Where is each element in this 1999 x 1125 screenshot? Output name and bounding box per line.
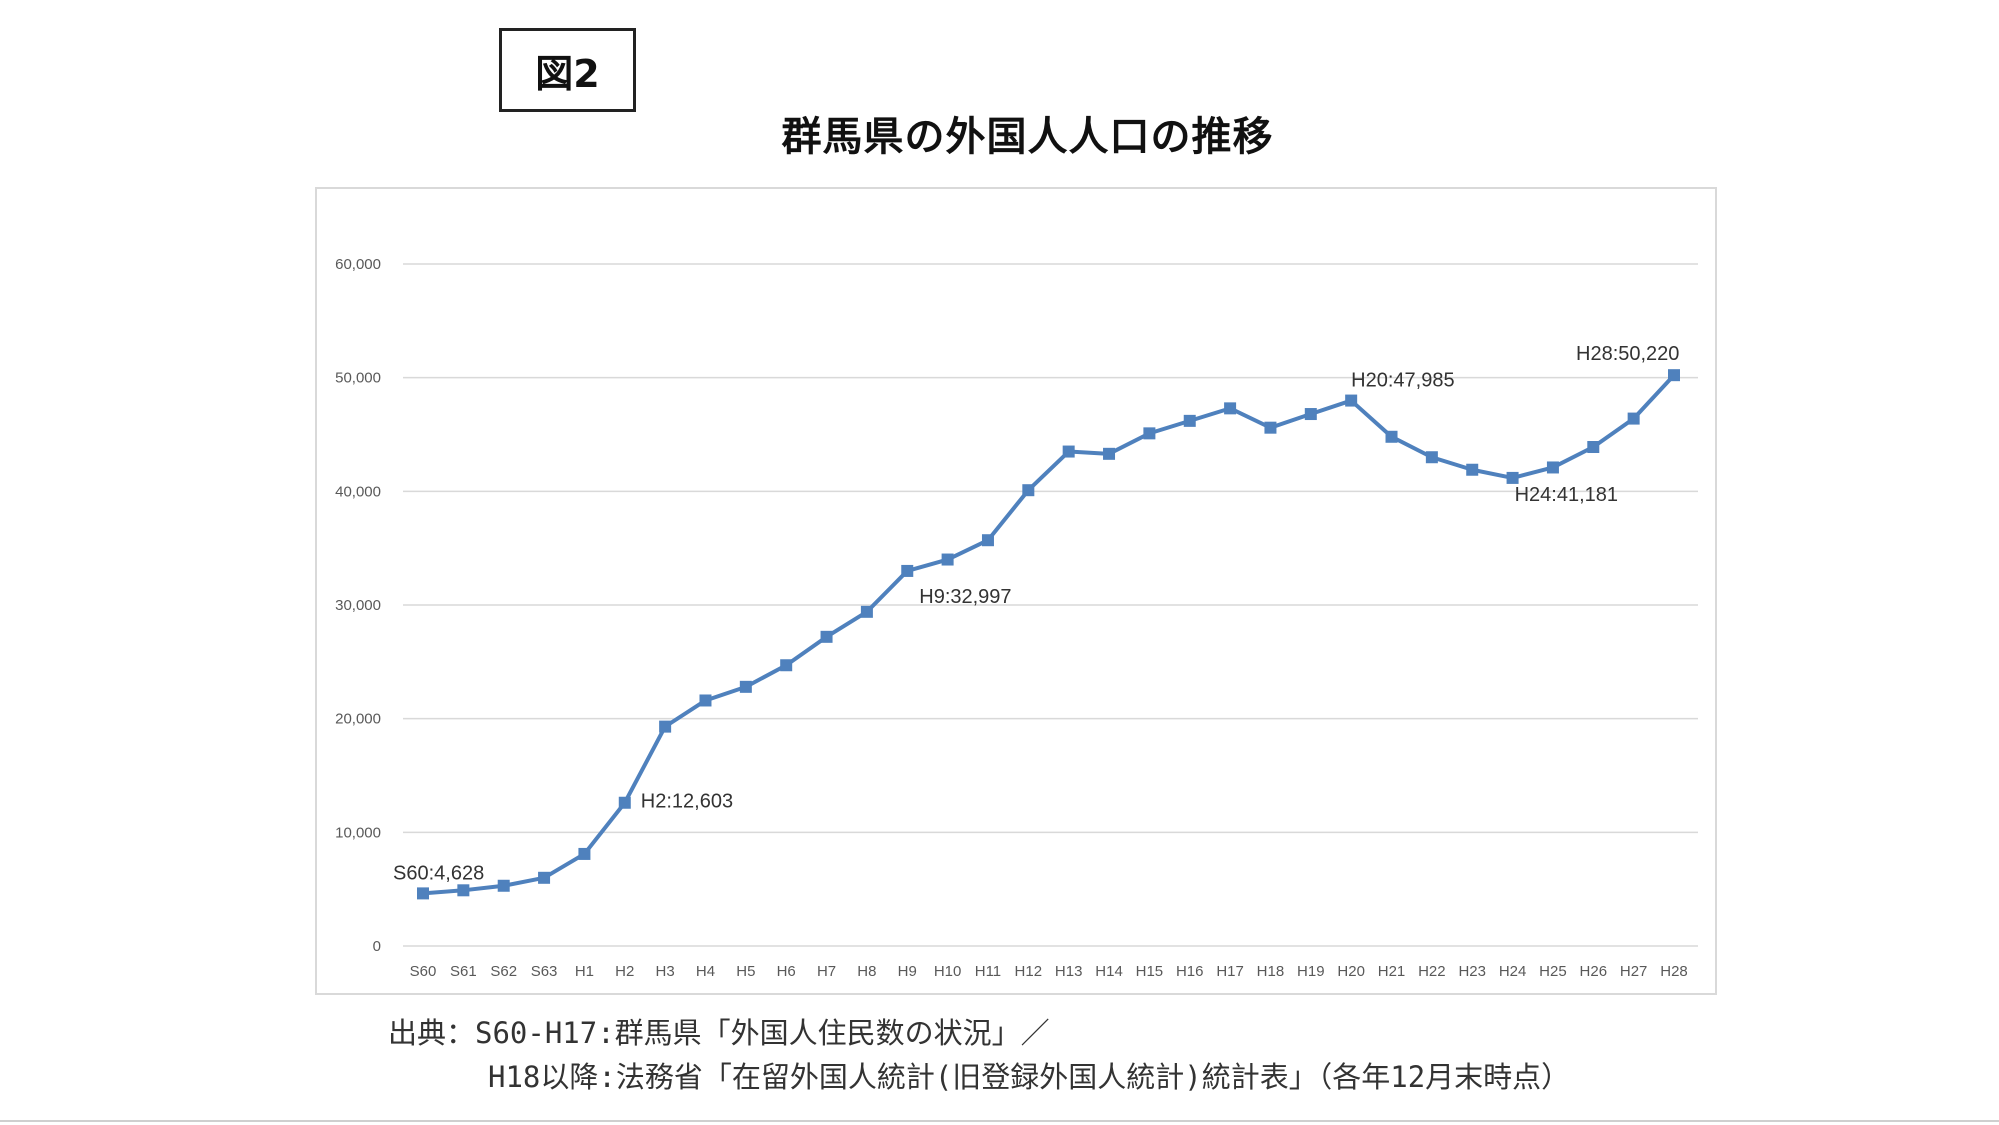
x-tick-label: H3 — [656, 963, 675, 980]
data-point — [618, 796, 631, 809]
source-note-line-1: 出典：S60-H17:群馬県「外国人住民数の状況」／ — [388, 1016, 1050, 1050]
data-point — [1546, 461, 1559, 474]
data-point — [1587, 441, 1600, 454]
x-tick-label: H16 — [1176, 963, 1204, 980]
x-tick-label: H19 — [1297, 963, 1325, 980]
source-note-line-2: H18以降:法務省「在留外国人統計(旧登録外国人統計)統計表」（各年12月末時点… — [488, 1060, 1571, 1094]
data-point — [699, 694, 712, 707]
chart-area: 0 10,000 20,000 30,000 40,000 50,000 60,000 S60… — [315, 187, 1717, 995]
y-tick-label: 10,000 — [335, 824, 381, 841]
data-point — [659, 720, 672, 733]
chart-title: 群馬県の外国人人口の推移 — [781, 114, 1274, 160]
data-point — [1627, 412, 1640, 425]
x-tick-label: S63 — [531, 963, 558, 980]
data-label: S60:4,628 — [393, 862, 484, 884]
data-point — [901, 564, 914, 577]
y-tick-label: 60,000 — [335, 256, 381, 273]
x-tick-label: H20 — [1337, 963, 1365, 980]
data-label: H2:12,603 — [641, 791, 733, 813]
x-tick-label: H18 — [1257, 963, 1285, 980]
y-tick-label: 40,000 — [335, 483, 381, 500]
series-line — [422, 373, 1676, 896]
x-tick-label: H10 — [934, 963, 962, 980]
line-chart: 0 10,000 20,000 30,000 40,000 50,000 60,000 S60… — [335, 256, 1698, 980]
data-point — [1062, 445, 1075, 458]
data-point — [1668, 369, 1680, 382]
y-tick-label: 20,000 — [335, 711, 381, 728]
x-tick-label: H28 — [1660, 963, 1688, 980]
data-label: H28:50,220 — [1576, 343, 1679, 365]
y-tick-label: 30,000 — [335, 597, 381, 614]
data-point — [417, 887, 429, 900]
x-tick-label: H11 — [975, 963, 1001, 980]
x-tick-label: H8 — [857, 963, 876, 980]
x-tick-label: H14 — [1095, 963, 1123, 980]
figure-number-label: 図2 — [499, 28, 636, 112]
data-point — [780, 659, 793, 672]
data-point — [1183, 414, 1196, 427]
data-label: H24:41,181 — [1515, 484, 1618, 506]
data-point — [1224, 402, 1237, 415]
x-tick-label: H25 — [1539, 963, 1567, 980]
bottom-divider — [0, 1120, 1999, 1122]
data-point — [1022, 484, 1035, 497]
data-point — [941, 553, 954, 566]
data-point — [1143, 427, 1156, 440]
data-point — [457, 884, 470, 897]
data-point — [1466, 463, 1479, 476]
x-tick-label: H12 — [1015, 963, 1043, 980]
data-point — [1304, 408, 1317, 421]
data-point — [860, 605, 873, 618]
data-point — [1385, 430, 1398, 443]
x-tick-label: H27 — [1620, 963, 1648, 980]
data-point — [497, 879, 510, 892]
x-tick-label: H15 — [1136, 963, 1164, 980]
data-point — [1264, 421, 1277, 434]
y-tick-label: 50,000 — [335, 370, 381, 387]
x-tick-label: H23 — [1458, 963, 1486, 980]
x-tick-label: H6 — [777, 963, 796, 980]
x-tick-label: S60 — [410, 963, 437, 980]
data-point — [820, 630, 833, 643]
x-tick-label: S61 — [450, 963, 477, 980]
data-point — [739, 680, 752, 693]
x-tick-label: S62 — [490, 963, 517, 980]
x-tick-label: H24 — [1499, 963, 1527, 980]
x-tick-label: H9 — [898, 963, 917, 980]
x-tick-label: H5 — [736, 963, 755, 980]
x-tick-label: H7 — [817, 963, 836, 980]
data-point — [1506, 471, 1519, 484]
data-label: H9:32,997 — [919, 586, 1011, 608]
x-tick-label: H21 — [1378, 963, 1406, 980]
data-point — [578, 847, 591, 860]
x-tick-label: H13 — [1055, 963, 1083, 980]
data-point — [1425, 451, 1438, 464]
x-tick-label: H4 — [696, 963, 715, 980]
x-tick-label: H1 — [575, 963, 594, 980]
data-point — [1345, 394, 1358, 407]
data-label: H20:47,985 — [1351, 370, 1454, 392]
data-point — [538, 871, 551, 884]
y-tick-label: 0 — [373, 938, 381, 955]
x-tick-label: H17 — [1216, 963, 1244, 980]
data-point — [981, 534, 994, 547]
x-tick-label: H2 — [615, 963, 634, 980]
x-tick-label: H26 — [1580, 963, 1608, 980]
x-tick-label: H22 — [1418, 963, 1446, 980]
data-point — [1103, 447, 1116, 460]
